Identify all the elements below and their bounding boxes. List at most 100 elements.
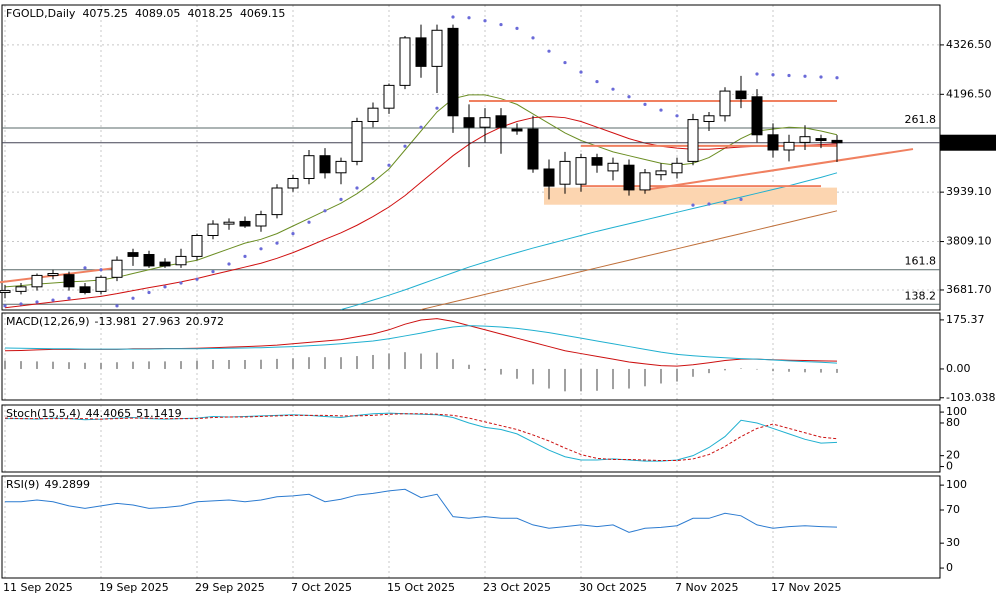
y-tick-label: 3939.10	[946, 185, 992, 198]
macd-bar	[356, 356, 358, 369]
candle-body	[543, 168, 555, 187]
moving-average	[340, 172, 838, 311]
macd-bar	[20, 361, 22, 369]
indicator-name: RSI(9)	[6, 478, 39, 491]
macd-bar	[164, 361, 166, 369]
candle-body	[671, 162, 683, 174]
y-tick-label: 175.37	[946, 313, 985, 326]
sar-dot	[723, 200, 727, 205]
current-price-box	[940, 134, 996, 151]
pane-title: Stoch(15,5,4) 44.4065 51.1419	[6, 407, 182, 420]
x-tick-label: 23 Oct 2025	[483, 581, 551, 594]
candle-body	[495, 115, 507, 128]
macd-bar	[692, 368, 694, 377]
candle-body	[751, 96, 763, 136]
macd-bar	[100, 362, 102, 369]
sar-dot	[803, 74, 807, 78]
candle-body	[479, 117, 491, 128]
y-tick-label: 0	[946, 460, 953, 473]
macd-bar	[436, 352, 438, 369]
macd-bar	[420, 353, 422, 369]
candle-body	[223, 221, 235, 225]
sar-dot	[563, 60, 567, 65]
y-tick-label: 20	[946, 449, 960, 462]
sar-dot	[739, 197, 743, 202]
x-tick-label: 7 Nov 2025	[675, 581, 738, 594]
macd-bar	[788, 368, 790, 372]
sar-dot	[115, 304, 119, 308]
macd-bar	[180, 361, 182, 369]
price-zone	[544, 187, 837, 205]
current-price-label: 4069.15	[944, 136, 990, 149]
macd-bar	[548, 368, 550, 389]
x-tick-label: 15 Oct 2025	[387, 581, 455, 594]
indicator-value: 44.4065	[86, 407, 132, 420]
candle-body	[447, 27, 459, 117]
x-tick-label: 30 Oct 2025	[579, 581, 647, 594]
candle-body	[575, 157, 587, 185]
sar-dot	[99, 268, 103, 272]
macd-bar	[452, 359, 454, 369]
candle-body	[815, 138, 827, 141]
macd-bar	[388, 353, 390, 369]
candle-body	[303, 155, 315, 179]
sar-dot	[595, 79, 599, 84]
sar-dot	[403, 144, 407, 148]
macd-bar	[836, 368, 838, 373]
macd-bar	[500, 368, 502, 375]
candle-body	[687, 119, 699, 162]
pane-border	[1, 4, 941, 311]
sar-dot	[179, 281, 183, 285]
y-tick-label: 70	[946, 503, 960, 516]
sar-dot	[339, 197, 343, 202]
macd-bar	[292, 358, 294, 369]
y-tick-label: 4326.50	[946, 38, 992, 51]
candle-body	[335, 160, 347, 174]
x-tick-label: 29 Sep 2025	[195, 581, 265, 594]
macd-bar	[516, 368, 518, 379]
candle-body	[655, 170, 667, 176]
candle-body	[15, 286, 27, 292]
sar-dot	[19, 302, 23, 306]
ohlc-close: 4069.15	[240, 7, 286, 20]
candle-body	[383, 84, 395, 109]
candle-body	[63, 274, 75, 288]
sar-dot	[835, 76, 839, 80]
trendline	[644, 148, 914, 191]
candle-body	[79, 286, 91, 294]
candle-body	[591, 157, 603, 166]
x-tick-label: 19 Sep 2025	[99, 581, 169, 594]
macd-bar	[484, 368, 486, 371]
macd-bar	[596, 368, 598, 391]
sar-dot	[659, 108, 663, 112]
macd-bar	[756, 368, 758, 370]
fib-label: 138.2	[905, 289, 937, 302]
sar-dot	[611, 87, 615, 91]
macd-bar	[580, 368, 582, 392]
indicator-value: -13.981	[95, 315, 137, 328]
indicator-value: 20.972	[186, 315, 225, 328]
candle-body	[431, 29, 443, 67]
macd-bar	[628, 368, 630, 389]
y-tick-label: 0.00	[946, 362, 971, 375]
sar-dot	[147, 290, 151, 295]
indicator-line	[4, 413, 838, 462]
macd-bar	[708, 368, 710, 374]
candle-body	[527, 128, 539, 170]
ohlc-low: 4018.25	[187, 7, 233, 20]
sar-dot	[755, 72, 759, 76]
candle-body	[399, 37, 411, 86]
candle-body	[255, 214, 267, 227]
y-tick-label: 100	[946, 478, 967, 491]
macd-bar	[276, 358, 278, 369]
pane-title: RSI(9) 49.2899	[6, 478, 90, 491]
macd-bar	[212, 359, 214, 369]
candle-body	[559, 160, 571, 185]
sar-dot	[483, 19, 487, 23]
sar-dot	[435, 106, 439, 110]
candle-body	[735, 90, 747, 100]
candle-body	[127, 252, 139, 257]
sar-dot	[67, 296, 71, 300]
x-tick-label: 17 Nov 2025	[771, 581, 841, 594]
